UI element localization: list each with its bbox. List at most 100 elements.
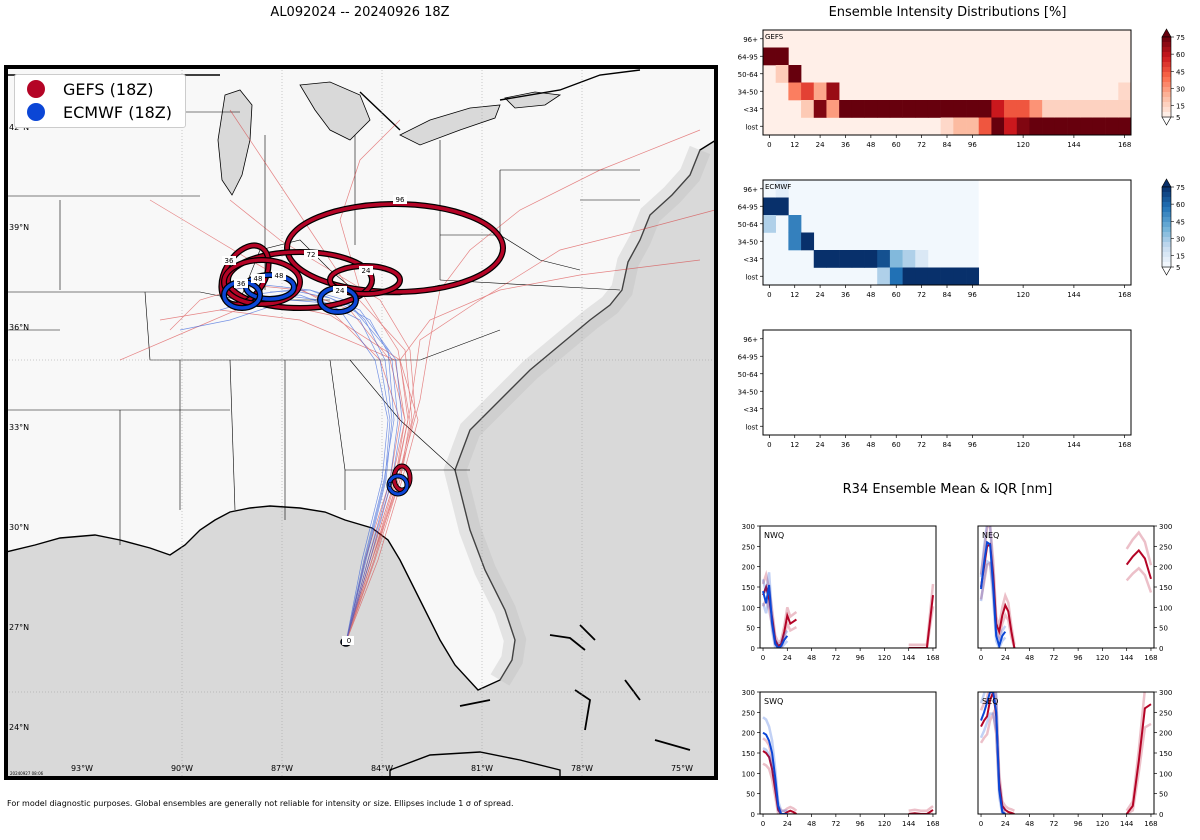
x-tick-label: 120 [1016,141,1029,149]
x-tick-label: 168 [1144,820,1157,828]
lon-label: 90°W [171,764,193,773]
iqr-upper [1125,692,1146,812]
y-tick-label: 0 [1159,645,1163,653]
heatmap-cell [813,82,827,101]
heatmap-cell [1118,117,1132,136]
heatmap-cell [1029,117,1043,136]
heatmap-cell [953,267,967,286]
y-tick-label: 96+ [743,186,758,194]
heatmap-ecmwf: ECMWF 96+ 64-95 50-64 34-50 <34 lost 0 12 24 36 48 6… [738,179,1132,299]
panel-frame [977,691,1155,815]
lat-label: 30°N [9,523,29,532]
lat-label: 27°N [9,623,29,632]
colorbar-segment [1162,82,1171,88]
colorbar-segment [1162,52,1171,58]
heatmap-cell [775,197,789,216]
heatmap-cell [763,197,776,216]
colorbar-segment [1162,87,1171,93]
heatmap-cell [801,82,815,101]
lake-michigan [217,89,253,196]
lat-label: 36°N [9,323,29,332]
x-tick-label: 120 [878,820,891,828]
x-tick-label: 0 [979,654,983,662]
x-tick-label: 144 [1120,654,1134,662]
colorbar-segment [1162,107,1171,113]
r34-panel-nwq: NWQ 0 50 100 150 200 250 300 0 24 48 72 96 120 144 168 [742,523,940,662]
heatmap-cell [1054,100,1068,118]
ellipse-label: 48 [254,275,263,283]
colorbar-segment [1162,222,1171,228]
x-tick-label: 96 [968,291,977,299]
heatmap-cell [902,250,916,268]
colorbar-segment [1162,112,1171,118]
ecmwf-ellipses [221,272,410,647]
x-tick-label: 84 [943,291,952,299]
y-tick-label: <34 [743,256,758,264]
panel-frame [759,691,937,815]
x-tick-label: 96 [856,820,865,828]
colorbar-tick-label: 15 [1176,103,1185,111]
heatmap-cell [902,100,916,118]
x-tick-label: 24 [816,141,825,149]
heatmap-cell [940,267,954,286]
heatmap-cell [1092,117,1106,136]
colorbar-extend-top [1161,178,1172,188]
ellipse-label: 24 [362,267,371,275]
x-tick-label: 0 [979,820,983,828]
x-tick-label: 0 [767,291,771,299]
y-tick-label: 200 [1159,564,1172,572]
x-tick-label: 96 [968,441,977,449]
heatmap-cell [813,100,827,118]
line-series-group [979,526,1153,648]
lon-label: 84°W [371,764,393,773]
y-tick-label: 0 [1159,811,1163,819]
iqr-upper [908,805,934,812]
x-tick-label: 0 [761,820,765,828]
ellipse-label: 72 [307,251,316,259]
coastal-shading [443,145,711,686]
storm-title: AL092024 -- 20240926 18Z [270,5,450,20]
heatmap-title: ECMWF [765,183,791,191]
x-tick-label: 12 [790,441,799,449]
ecmwf-marker-icon [27,103,45,121]
x-tick-label: 0 [767,141,771,149]
ellipse-label: 36 [237,280,246,288]
y-tick-label: 96+ [743,336,758,344]
colorbar-segment [1162,257,1171,263]
x-tick-label: 168 [1118,291,1131,299]
y-tick-label: 300 [742,523,755,531]
colorbar-segment [1162,237,1171,243]
lat-label: 24°N [9,723,29,732]
x-tick-label: 24 [1001,654,1010,662]
panel-title: SWQ [764,697,783,706]
lon-labels: 93°W 90°W 87°W 84°W 81°W 78°W 75°W [71,764,693,773]
y-tick-label: <34 [743,406,758,414]
y-tick-label: lost [745,273,758,281]
gefs-mean-line [1125,703,1152,814]
y-tick-label: 0 [751,811,755,819]
heatmap-cell [1016,117,1030,136]
y-tick-label: 64-95 [738,53,758,61]
y-tick-label: 300 [1159,523,1172,531]
colorbar-segment [1162,217,1171,223]
x-tick-label: 84 [943,141,952,149]
x-tick-label: 144 [902,654,916,662]
heatmap-cell [1029,100,1043,118]
heatmap-cell [763,215,776,233]
x-tick-label: 12 [790,291,799,299]
colorbar-segment [1162,42,1171,48]
y-tick-label: 100 [742,604,755,612]
x-tick-label: 48 [866,141,875,149]
y-tick-label: 150 [1159,750,1172,758]
iqr-lower [1125,566,1153,593]
r34-panel-neq: NEQ 0 50 100 150 200 250 300 0 24 48 72 96 120 144 168 [977,523,1172,662]
line-series-group [761,569,935,648]
land-us [6,67,716,691]
x-tick-label: 12 [790,141,799,149]
heatmap-cell [864,100,878,118]
x-tick-label: 120 [1096,820,1109,828]
iqr-upper [762,737,798,812]
x-tick-label: 24 [1001,820,1010,828]
x-tick-label: 48 [866,441,875,449]
